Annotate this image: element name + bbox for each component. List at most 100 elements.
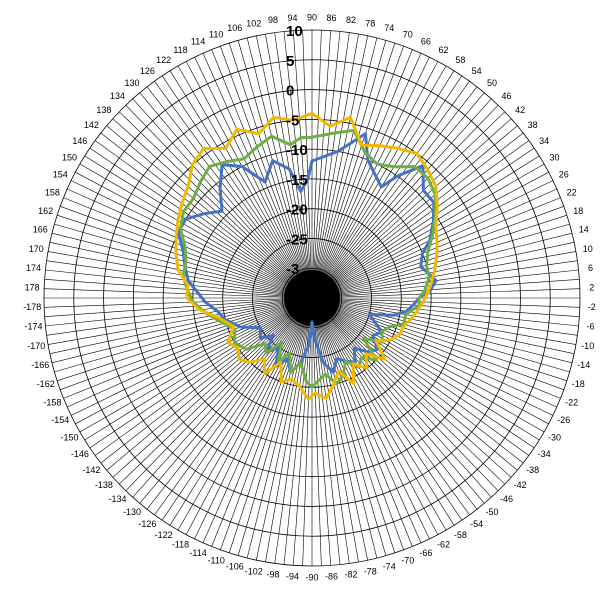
angle-tick-label: -82 (344, 570, 357, 580)
angle-tick-label: 106 (227, 23, 242, 33)
angle-tick-label: -6 (586, 322, 594, 332)
radial-tick-label: -10 (286, 142, 308, 159)
angle-tick-label: 110 (209, 29, 223, 39)
angle-tick-label: 114 (191, 37, 205, 47)
angle-tick-label: 74 (384, 23, 394, 33)
center-hub (284, 270, 340, 326)
angle-tick-label: 170 (29, 244, 44, 254)
angle-tick-label: 90 (307, 12, 317, 22)
angle-tick-label: 150 (62, 152, 77, 162)
angle-tick-label: 162 (38, 206, 53, 216)
angle-tick-label: -114 (189, 548, 206, 558)
angle-tick-label: 134 (110, 91, 125, 101)
angle-tick-label: -58 (454, 530, 467, 540)
angle-tick-label: 58 (455, 55, 465, 65)
angle-tick-label: -158 (43, 397, 61, 407)
angle-tick-label: -130 (123, 507, 141, 517)
angle-tick-label: -62 (437, 540, 450, 550)
radial-tick-label: 0 (286, 83, 294, 100)
angle-tick-label: 66 (421, 37, 431, 47)
angle-tick-label: 174 (26, 263, 41, 273)
angle-tick-label: -106 (226, 562, 244, 572)
angle-tick-label: -178 (23, 302, 41, 312)
angle-tick-label: -74 (383, 562, 396, 572)
radial-tick-label: -25 (286, 231, 308, 248)
angle-tick-label: -54 (470, 519, 483, 529)
angle-tick-label: 14 (579, 225, 589, 235)
angle-tick-label: 126 (140, 66, 155, 76)
radial-tick-label: 10 (286, 23, 303, 40)
series-line-2 (179, 128, 437, 389)
angle-tick-label: -170 (27, 341, 45, 351)
angle-tick-label: 30 (549, 152, 559, 162)
angle-tick-label: 42 (515, 105, 525, 115)
angle-tick-label: -46 (500, 494, 513, 504)
radial-tick-label: -5 (286, 112, 299, 129)
angle-tick-label: 98 (268, 15, 278, 25)
angle-tick-label: -118 (172, 540, 189, 550)
polar-grid (43, 29, 581, 567)
grid-ring (73, 59, 551, 537)
grid-ring (43, 29, 581, 567)
angle-tick-label: -42 (514, 480, 527, 490)
angle-tick-label: 94 (287, 13, 297, 23)
angle-tick-label: -142 (82, 465, 100, 475)
angle-tick-label: 26 (559, 170, 569, 180)
angle-tick-label: -174 (24, 322, 42, 332)
angle-tick-label: 6 (588, 263, 593, 273)
angle-tick-label: -134 (108, 494, 126, 504)
data-series (174, 111, 439, 401)
angle-tick-label: -126 (138, 519, 156, 529)
angle-tick-label: -50 (485, 507, 498, 517)
angle-tick-label: 50 (487, 78, 497, 88)
series-line-3 (174, 111, 439, 401)
angle-tick-label: 154 (53, 170, 68, 180)
radial-tick-labels: -3 -25 -20 -15 -10 -5 0 5 10 (286, 23, 308, 278)
angle-tick-label: 34 (539, 136, 549, 146)
angle-tick-label: 38 (528, 120, 538, 130)
angle-tick-label: 2 (589, 283, 594, 293)
angle-tick-label: 138 (96, 105, 111, 115)
angle-tick-label: 18 (573, 206, 583, 216)
angle-tick-label: -150 (60, 432, 78, 442)
angle-tick-label: 10 (583, 244, 593, 254)
angle-tick-label: -166 (31, 360, 49, 370)
angle-tick-label: 158 (45, 187, 60, 197)
angle-tick-label: -38 (526, 465, 539, 475)
angle-tick-label: 102 (246, 18, 261, 28)
angle-tick-label: -14 (577, 360, 590, 370)
angle-tick-label: 166 (33, 225, 48, 235)
angle-tick-label: 82 (346, 15, 356, 25)
angle-tick-label: 86 (326, 13, 336, 23)
angle-tick-label: -86 (325, 572, 338, 582)
angle-tick-label: 122 (156, 55, 171, 65)
grid-ring (132, 118, 492, 478)
angle-tick-label: -10 (581, 341, 594, 351)
angle-tick-label: -30 (548, 432, 561, 442)
angle-tick-label: -110 (208, 555, 225, 565)
angle-tick-label: 70 (403, 29, 413, 39)
angle-tick-label: 54 (472, 66, 482, 76)
radial-tick-label: 5 (286, 53, 294, 70)
grid-ring (252, 238, 372, 358)
angle-tick-label: 178 (25, 283, 40, 293)
angle-tick-label: 130 (124, 78, 139, 88)
angle-tick-label: 78 (365, 18, 375, 28)
radial-tick-label: -15 (286, 172, 308, 189)
angle-tick-label: -18 (572, 379, 585, 389)
angle-tick-label: 146 (72, 136, 87, 146)
angle-tick-label: -78 (364, 566, 377, 576)
angle-tick-label: -138 (95, 480, 113, 490)
angle-tick-label: 118 (173, 45, 187, 55)
angle-tick-label: -122 (155, 530, 173, 540)
angle-tick-label: -22 (565, 397, 578, 407)
angle-tick-label: -94 (286, 572, 299, 582)
angle-tick-label: -146 (71, 449, 89, 459)
grid-ring (192, 178, 432, 418)
angle-tick-label: -154 (51, 415, 69, 425)
angular-tick-labels: 90 86 82 78 74706662585450464238343026221814… (23, 12, 596, 582)
angle-tick-label: -70 (401, 555, 414, 565)
angle-tick-label: -162 (37, 379, 55, 389)
angle-tick-label: 46 (501, 91, 511, 101)
